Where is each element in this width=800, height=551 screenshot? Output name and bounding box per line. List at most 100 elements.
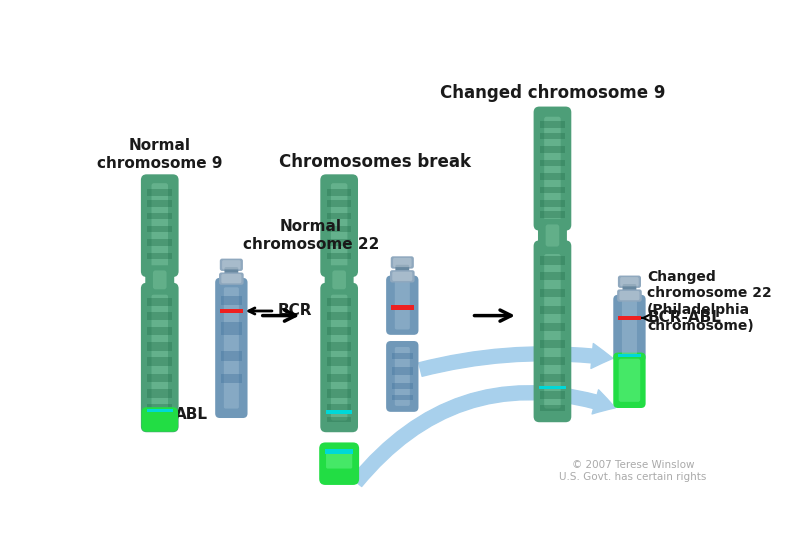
FancyArrowPatch shape (351, 386, 615, 487)
Bar (147, 253, 172, 260)
Bar (540, 146, 565, 153)
Bar (540, 256, 565, 265)
Bar (327, 226, 351, 232)
Bar (147, 417, 172, 422)
FancyBboxPatch shape (394, 281, 410, 329)
Bar (327, 389, 351, 397)
FancyBboxPatch shape (151, 183, 168, 268)
Bar (147, 374, 172, 382)
Bar (147, 342, 172, 350)
Bar (540, 160, 565, 166)
FancyBboxPatch shape (142, 407, 178, 432)
Bar (540, 357, 565, 365)
Bar (540, 323, 565, 331)
FancyBboxPatch shape (224, 287, 239, 409)
Bar (540, 404, 565, 412)
Text: BCR: BCR (249, 304, 312, 318)
Bar (391, 382, 413, 389)
FancyBboxPatch shape (534, 240, 571, 422)
Bar (221, 350, 242, 361)
FancyBboxPatch shape (544, 117, 561, 220)
FancyBboxPatch shape (331, 294, 347, 420)
Bar (327, 374, 351, 382)
Bar (147, 239, 172, 246)
Bar (540, 121, 565, 128)
Bar (147, 389, 172, 397)
FancyBboxPatch shape (320, 283, 358, 432)
FancyBboxPatch shape (394, 347, 410, 406)
FancyBboxPatch shape (538, 219, 567, 252)
Bar (147, 327, 172, 336)
FancyBboxPatch shape (622, 301, 637, 356)
Bar (391, 395, 413, 400)
Bar (327, 358, 351, 366)
Text: Changed
chromosome 22
(Philadelphia
chromosome): Changed chromosome 22 (Philadelphia chro… (647, 270, 772, 333)
Text: Chromosomes break: Chromosomes break (279, 153, 471, 171)
Bar (221, 295, 242, 305)
FancyBboxPatch shape (546, 224, 559, 246)
Bar (327, 417, 351, 422)
FancyBboxPatch shape (151, 294, 168, 420)
Bar (540, 306, 565, 314)
Bar (147, 404, 172, 413)
FancyBboxPatch shape (320, 174, 358, 277)
Bar (540, 340, 565, 348)
Bar (221, 374, 242, 383)
FancyBboxPatch shape (386, 276, 418, 335)
Text: Normal
chromosome 22: Normal chromosome 22 (243, 219, 379, 252)
FancyBboxPatch shape (219, 273, 244, 285)
Bar (540, 200, 565, 207)
Bar (147, 226, 172, 232)
Bar (391, 353, 413, 359)
FancyBboxPatch shape (619, 291, 639, 300)
Bar (147, 358, 172, 366)
FancyBboxPatch shape (332, 271, 346, 289)
FancyBboxPatch shape (390, 256, 414, 269)
FancyArrowPatch shape (418, 343, 613, 376)
FancyBboxPatch shape (220, 258, 243, 271)
FancyBboxPatch shape (614, 353, 646, 408)
FancyBboxPatch shape (618, 359, 640, 402)
Bar (327, 312, 351, 320)
Bar (539, 386, 566, 389)
Bar (326, 410, 352, 414)
Bar (327, 298, 351, 306)
FancyBboxPatch shape (392, 272, 412, 281)
Bar (391, 367, 413, 375)
Text: BCR-ABL: BCR-ABL (642, 310, 721, 326)
Text: ABL: ABL (175, 407, 208, 422)
FancyBboxPatch shape (215, 278, 247, 418)
Bar (147, 189, 172, 196)
Bar (540, 272, 565, 280)
FancyBboxPatch shape (141, 174, 178, 277)
Bar (390, 305, 414, 310)
Bar (540, 289, 565, 297)
FancyBboxPatch shape (390, 270, 414, 283)
Bar (146, 408, 173, 412)
FancyBboxPatch shape (386, 341, 418, 412)
Bar (327, 200, 351, 207)
Bar (327, 253, 351, 260)
FancyBboxPatch shape (544, 254, 561, 409)
Bar (618, 354, 641, 357)
Bar (618, 316, 641, 320)
Bar (540, 187, 565, 193)
FancyBboxPatch shape (331, 183, 347, 268)
FancyBboxPatch shape (325, 265, 354, 294)
Bar (540, 391, 565, 399)
Text: Changed chromosome 9: Changed chromosome 9 (440, 84, 666, 101)
Bar (221, 322, 242, 335)
FancyBboxPatch shape (146, 265, 174, 294)
Bar (540, 133, 565, 139)
Bar (327, 189, 351, 196)
Bar (326, 449, 353, 454)
Bar (147, 312, 172, 320)
FancyBboxPatch shape (326, 451, 352, 468)
Bar (327, 404, 351, 413)
Bar (327, 327, 351, 336)
Bar (220, 309, 243, 314)
Bar (540, 374, 565, 382)
FancyBboxPatch shape (618, 276, 641, 288)
FancyBboxPatch shape (222, 260, 241, 269)
Bar (327, 342, 351, 350)
